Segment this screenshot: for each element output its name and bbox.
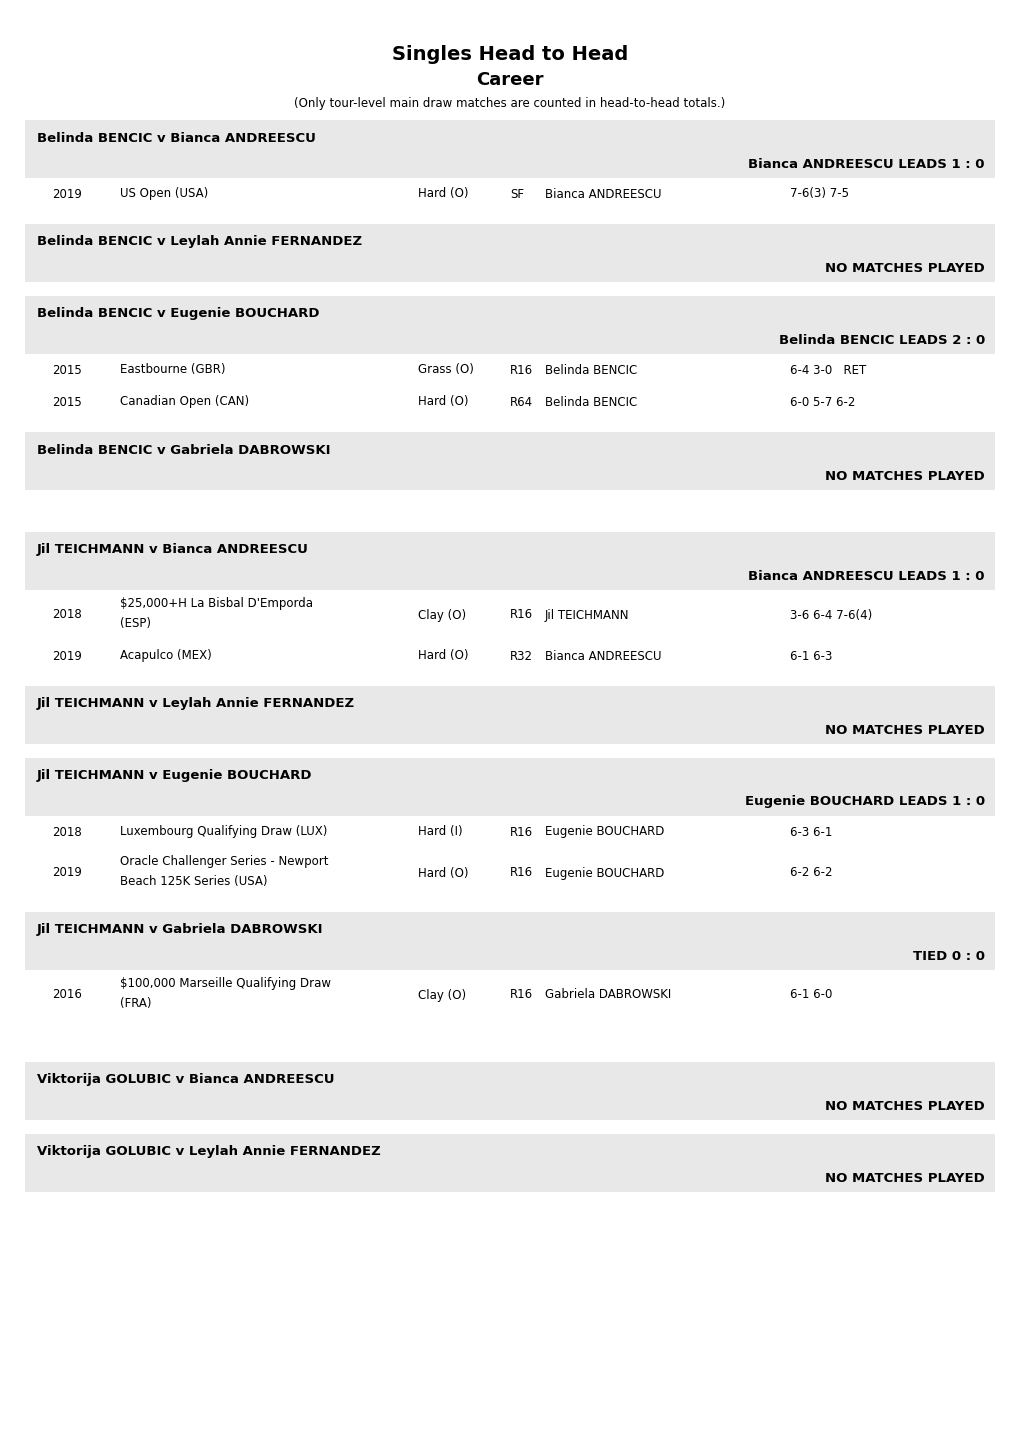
Text: 6-1 6-0: 6-1 6-0	[790, 989, 832, 1001]
Text: Jil TEICHMANN v Eugenie BOUCHARD: Jil TEICHMANN v Eugenie BOUCHARD	[37, 769, 312, 782]
Bar	[25, 1062, 994, 1120]
Text: Eugenie BOUCHARD: Eugenie BOUCHARD	[544, 826, 663, 839]
Text: Luxembourg Qualifying Draw (LUX): Luxembourg Qualifying Draw (LUX)	[120, 826, 327, 839]
Text: R16: R16	[510, 826, 533, 839]
Text: US Open (USA): US Open (USA)	[120, 187, 208, 200]
Text: Belinda BENCIC: Belinda BENCIC	[544, 363, 637, 376]
Text: 6-2 6-2: 6-2 6-2	[790, 866, 832, 879]
Text: (Only tour-level main draw matches are counted in head-to-head totals.): (Only tour-level main draw matches are c…	[294, 97, 725, 110]
Text: NO MATCHES PLAYED: NO MATCHES PLAYED	[824, 1172, 984, 1185]
Text: Hard (O): Hard (O)	[418, 866, 468, 879]
Text: NO MATCHES PLAYED: NO MATCHES PLAYED	[824, 723, 984, 736]
Text: 2018: 2018	[52, 826, 82, 839]
Text: R16: R16	[510, 866, 533, 879]
Text: SF: SF	[510, 187, 524, 200]
Text: Oracle Challenger Series - Newport: Oracle Challenger Series - Newport	[120, 856, 328, 869]
Text: R16: R16	[510, 608, 533, 621]
Text: 6-1 6-3: 6-1 6-3	[790, 650, 832, 663]
Text: Bianca ANDREESCU: Bianca ANDREESCU	[544, 650, 661, 663]
Text: Hard (O): Hard (O)	[418, 650, 468, 663]
Bar	[25, 912, 994, 970]
Text: 6-3 6-1: 6-3 6-1	[790, 826, 832, 839]
Text: Gabriela DABROWSKI: Gabriela DABROWSKI	[544, 989, 671, 1001]
Text: (FRA): (FRA)	[120, 997, 152, 1010]
Text: Belinda BENCIC v Eugenie BOUCHARD: Belinda BENCIC v Eugenie BOUCHARD	[37, 307, 319, 320]
Text: Viktorija GOLUBIC v Bianca ANDREESCU: Viktorija GOLUBIC v Bianca ANDREESCU	[37, 1074, 334, 1087]
Text: Hard (O): Hard (O)	[418, 395, 468, 408]
Text: Career: Career	[476, 71, 543, 89]
Text: NO MATCHES PLAYED: NO MATCHES PLAYED	[824, 261, 984, 274]
Text: Clay (O): Clay (O)	[418, 608, 466, 621]
Bar	[25, 223, 994, 282]
Text: Acapulco (MEX): Acapulco (MEX)	[120, 650, 212, 663]
Text: 2019: 2019	[52, 650, 82, 663]
Text: Bianca ANDREESCU LEADS 1 : 0: Bianca ANDREESCU LEADS 1 : 0	[748, 569, 984, 582]
Bar	[25, 686, 994, 744]
Text: 2015: 2015	[52, 395, 82, 408]
Text: NO MATCHES PLAYED: NO MATCHES PLAYED	[824, 470, 984, 483]
Text: NO MATCHES PLAYED: NO MATCHES PLAYED	[824, 1099, 984, 1112]
Text: Belinda BENCIC v Leylah Annie FERNANDEZ: Belinda BENCIC v Leylah Annie FERNANDEZ	[37, 235, 362, 248]
Text: Jil TEICHMANN v Leylah Annie FERNANDEZ: Jil TEICHMANN v Leylah Annie FERNANDEZ	[37, 697, 355, 710]
Text: Belinda BENCIC v Gabriela DABROWSKI: Belinda BENCIC v Gabriela DABROWSKI	[37, 444, 330, 457]
Text: R16: R16	[510, 363, 533, 376]
Text: Jil TEICHMANN v Bianca ANDREESCU: Jil TEICHMANN v Bianca ANDREESCU	[37, 543, 309, 556]
Text: TIED 0 : 0: TIED 0 : 0	[912, 950, 984, 963]
Text: Bianca ANDREESCU LEADS 1 : 0: Bianca ANDREESCU LEADS 1 : 0	[748, 157, 984, 170]
Text: Singles Head to Head: Singles Head to Head	[391, 46, 628, 65]
Text: Beach 125K Series (USA): Beach 125K Series (USA)	[120, 876, 267, 889]
Text: Clay (O): Clay (O)	[418, 989, 466, 1001]
Text: Eugenie BOUCHARD LEADS 1 : 0: Eugenie BOUCHARD LEADS 1 : 0	[744, 795, 984, 808]
Text: 2019: 2019	[52, 866, 82, 879]
Text: R16: R16	[510, 989, 533, 1001]
Text: Canadian Open (CAN): Canadian Open (CAN)	[120, 395, 249, 408]
Text: 6-4 3-0   RET: 6-4 3-0 RET	[790, 363, 865, 376]
Text: 7-6(3) 7-5: 7-6(3) 7-5	[790, 187, 848, 200]
Text: R32: R32	[510, 650, 533, 663]
Text: Jil TEICHMANN v Gabriela DABROWSKI: Jil TEICHMANN v Gabriela DABROWSKI	[37, 924, 323, 937]
Bar	[25, 120, 994, 179]
Text: $100,000 Marseille Qualifying Draw: $100,000 Marseille Qualifying Draw	[120, 977, 331, 990]
Text: Hard (I): Hard (I)	[418, 826, 463, 839]
Text: 2019: 2019	[52, 187, 82, 200]
Bar	[25, 432, 994, 490]
Text: Bianca ANDREESCU: Bianca ANDREESCU	[544, 187, 661, 200]
Text: 2016: 2016	[52, 989, 82, 1001]
Bar	[25, 295, 994, 354]
Text: Viktorija GOLUBIC v Leylah Annie FERNANDEZ: Viktorija GOLUBIC v Leylah Annie FERNAND…	[37, 1146, 380, 1159]
Text: Hard (O): Hard (O)	[418, 187, 468, 200]
Text: Grass (O): Grass (O)	[418, 363, 474, 376]
Text: Eastbourne (GBR): Eastbourne (GBR)	[120, 363, 225, 376]
Text: Belinda BENCIC: Belinda BENCIC	[544, 395, 637, 408]
Text: 2015: 2015	[52, 363, 82, 376]
Text: Belinda BENCIC LEADS 2 : 0: Belinda BENCIC LEADS 2 : 0	[777, 333, 984, 346]
Text: $25,000+H La Bisbal D'Emporda: $25,000+H La Bisbal D'Emporda	[120, 598, 313, 611]
Text: 6-0 5-7 6-2: 6-0 5-7 6-2	[790, 395, 855, 408]
Text: Belinda BENCIC v Bianca ANDREESCU: Belinda BENCIC v Bianca ANDREESCU	[37, 131, 316, 144]
Text: 2018: 2018	[52, 608, 82, 621]
Text: R64: R64	[510, 395, 533, 408]
Text: 3-6 6-4 7-6(4): 3-6 6-4 7-6(4)	[790, 608, 871, 621]
Text: (ESP): (ESP)	[120, 618, 151, 631]
Bar	[25, 1134, 994, 1192]
Bar	[25, 532, 994, 589]
Text: Jil TEICHMANN: Jil TEICHMANN	[544, 608, 629, 621]
Bar	[25, 758, 994, 816]
Text: Eugenie BOUCHARD: Eugenie BOUCHARD	[544, 866, 663, 879]
